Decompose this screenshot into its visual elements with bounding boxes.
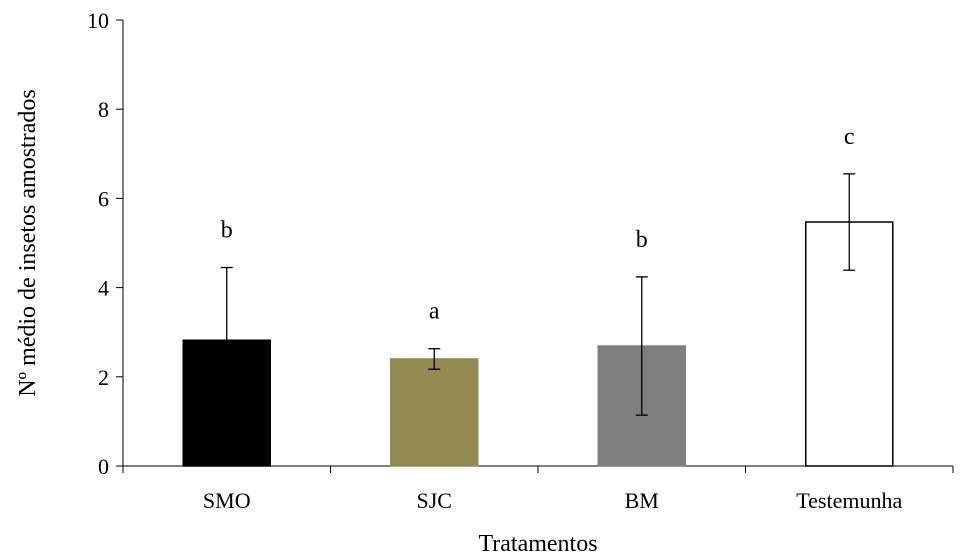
significance-letter: b	[636, 227, 648, 253]
y-axis-title: Nº médio de insetos amostrados	[15, 89, 41, 396]
y-tick-label: 0	[98, 454, 109, 479]
category-label: BM	[625, 488, 659, 513]
y-ticks: 0 2 4 6 8 10	[87, 8, 123, 479]
significance-letter: b	[221, 218, 233, 244]
y-tick-label: 8	[98, 97, 109, 122]
y-tick-label: 2	[98, 365, 109, 390]
error-bars	[221, 174, 856, 415]
y-tick-label: 6	[98, 186, 109, 211]
y-tick-label: 10	[87, 8, 109, 33]
significance-letter: a	[429, 299, 440, 325]
x-ticks	[123, 466, 953, 473]
x-axis-title: Tratamentos	[478, 531, 597, 557]
bars	[183, 222, 893, 466]
category-label: Testemunha	[796, 488, 902, 513]
category-label: SJC	[417, 488, 452, 513]
bar-sjc	[391, 359, 478, 466]
category-label: SMO	[203, 488, 251, 513]
significance-letters: b a b c	[221, 124, 855, 325]
category-labels: SMO SJC BM Testemunha	[203, 488, 903, 513]
significance-letter: c	[844, 124, 855, 150]
y-tick-label: 4	[98, 276, 109, 301]
